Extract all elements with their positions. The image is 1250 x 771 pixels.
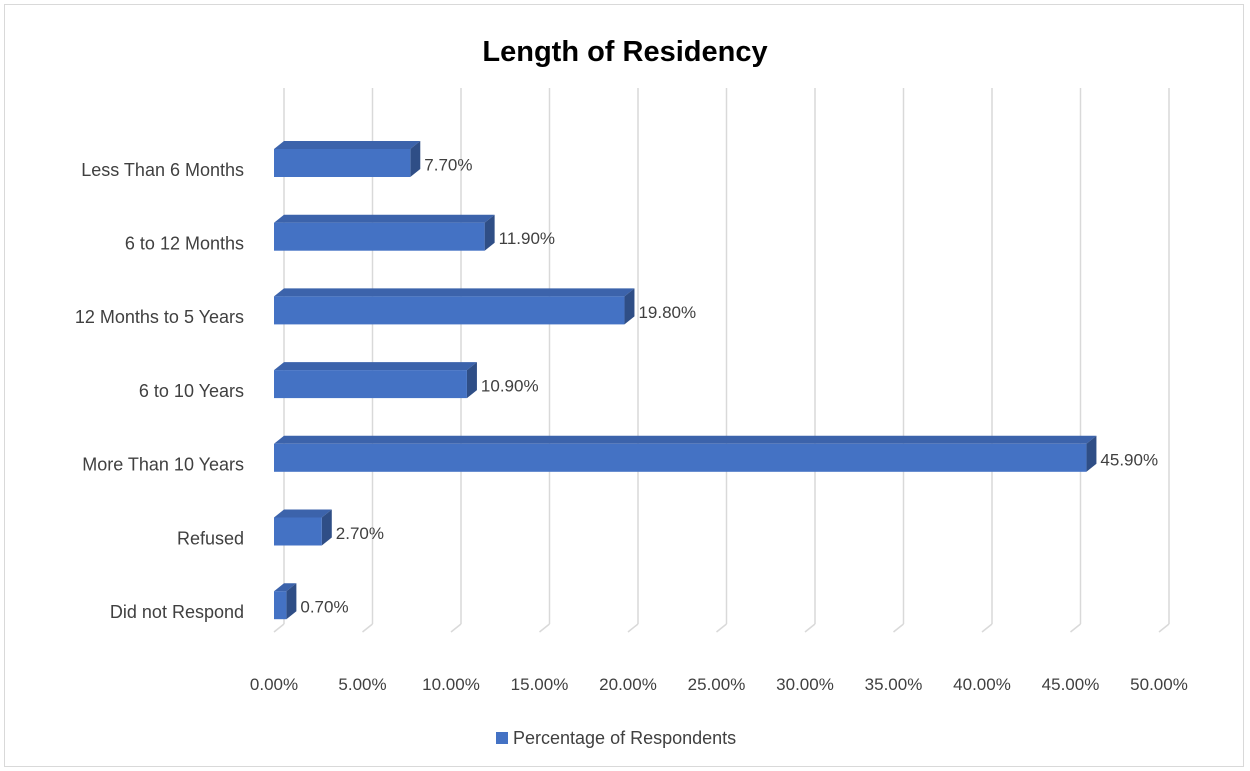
x-tick-label: 25.00% <box>688 675 746 694</box>
bar-side-face <box>466 362 477 399</box>
x-tick-label: 50.00% <box>1130 675 1188 694</box>
bar-side-face <box>1086 435 1097 472</box>
gridline-floor <box>627 623 639 633</box>
bar-top-face <box>274 288 635 297</box>
bar <box>274 583 297 620</box>
chart-title: Length of Residency <box>482 36 768 68</box>
x-tick-label: 40.00% <box>953 675 1011 694</box>
category-label: Did not Respond <box>110 602 244 622</box>
gridline-floor <box>1158 623 1170 633</box>
x-tick-label: 20.00% <box>599 675 657 694</box>
bar <box>274 288 635 325</box>
data-label: 10.90% <box>481 377 539 396</box>
gridline-floor <box>1070 623 1081 633</box>
category-label: 6 to 12 Months <box>125 233 244 253</box>
bar <box>274 435 1097 472</box>
legend: Percentage of Respondents <box>496 728 736 748</box>
bar <box>274 214 495 251</box>
gridline-floor <box>273 623 285 633</box>
data-label: 7.70% <box>424 155 472 174</box>
gridlines: 0.00% 5.00% 10.00% 15.00% 20.00% 25.00% 30.00%… <box>250 88 1188 694</box>
gridline-floor <box>716 623 727 633</box>
bar-side-face <box>484 214 495 251</box>
bar-top-face <box>274 583 297 592</box>
chart-frame <box>4 4 1244 767</box>
data-label: 2.70% <box>336 524 384 543</box>
bar-front-face <box>274 591 287 620</box>
data-label: 0.70% <box>300 598 348 617</box>
x-tick-label: 10.00% <box>422 675 480 694</box>
bar <box>274 509 332 546</box>
x-tick-label: 0.00% <box>250 675 298 694</box>
gridline-floor <box>804 623 816 633</box>
gridline-floor <box>981 623 993 633</box>
bar <box>274 362 477 399</box>
x-tick-label: 15.00% <box>511 675 569 694</box>
gridline-floor <box>893 623 904 633</box>
bar-front-face <box>274 222 485 251</box>
bar-side-face <box>624 288 635 325</box>
bar-front-face <box>274 443 1087 472</box>
category-label: 6 to 10 Years <box>139 381 244 401</box>
bar-side-face <box>321 509 332 546</box>
x-tick-label: 45.00% <box>1042 675 1100 694</box>
bar-top-face <box>274 435 1097 444</box>
bars: 7.70% Less Than 6 Months 11.90% 6 to 12 Mon… <box>75 141 1158 622</box>
bar-front-face <box>274 149 411 177</box>
bar <box>274 141 421 177</box>
x-tick-label: 35.00% <box>865 675 923 694</box>
bar-side-face <box>410 141 421 177</box>
data-label: 11.90% <box>499 229 555 248</box>
x-tick-label: 5.00% <box>338 675 386 694</box>
data-label: 19.80% <box>638 303 696 322</box>
gridline-floor <box>539 623 550 633</box>
bar-top-face <box>274 214 495 223</box>
bar-front-face <box>274 517 322 546</box>
bar-top-face <box>274 141 421 149</box>
bar-side-face <box>286 583 297 620</box>
category-label: More Than 10 Years <box>82 455 244 475</box>
category-label: 12 Months to 5 Years <box>75 307 244 327</box>
gridline-floor <box>450 623 462 633</box>
bar-top-face <box>274 362 477 371</box>
gridline-floor <box>362 623 373 633</box>
x-tick-label: 30.00% <box>776 675 834 694</box>
bar-front-face <box>274 296 625 325</box>
bar-top-face <box>274 509 332 518</box>
category-label: Less Than 6 Months <box>81 160 244 180</box>
data-label: 45.90% <box>1100 450 1158 469</box>
bar-front-face <box>274 370 467 399</box>
category-label: Refused <box>177 528 244 548</box>
legend-label: Percentage of Respondents <box>513 728 736 748</box>
legend-swatch <box>496 732 508 744</box>
